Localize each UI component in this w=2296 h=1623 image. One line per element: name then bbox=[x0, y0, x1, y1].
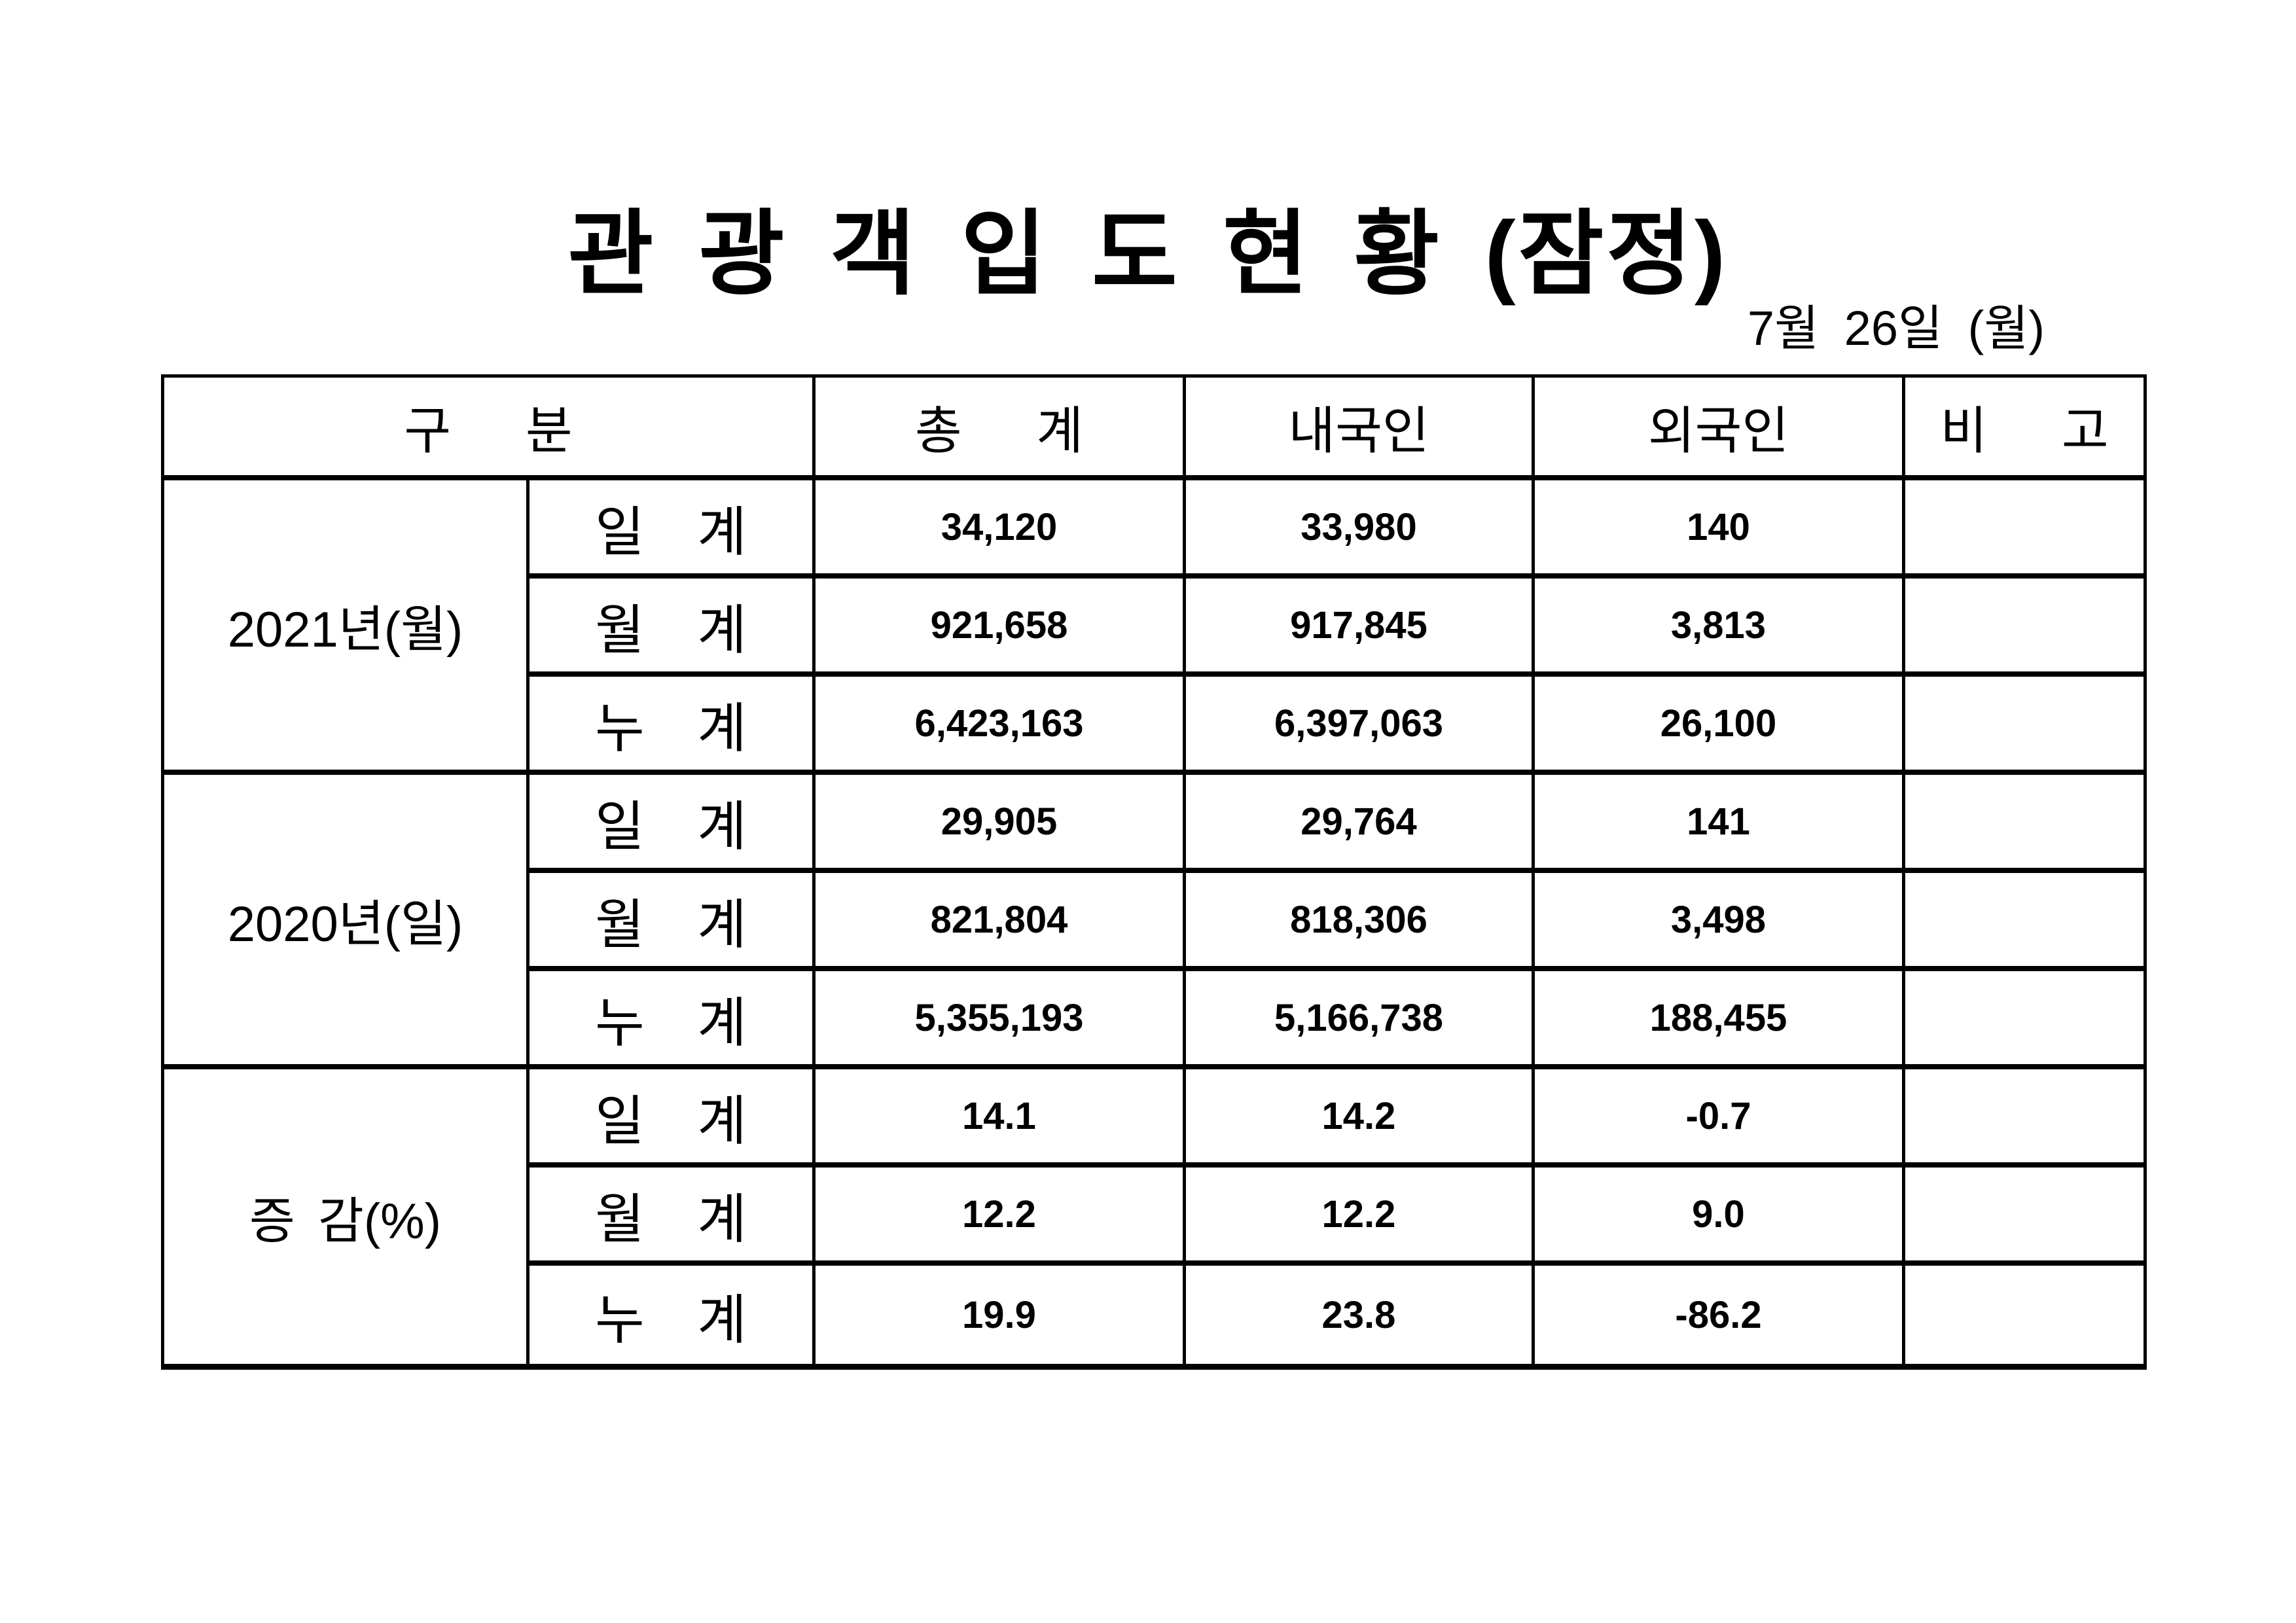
value-total: 6,423,163 bbox=[816, 677, 1186, 775]
value-foreign: -0.7 bbox=[1535, 1069, 1905, 1168]
remarks-cell bbox=[1905, 1168, 2144, 1266]
row-label: 누 계 bbox=[529, 677, 816, 775]
value-domestic: 14.2 bbox=[1186, 1069, 1535, 1168]
remarks-cell bbox=[1905, 873, 2144, 971]
value-domestic: 6,397,063 bbox=[1186, 677, 1535, 775]
header-foreign: 외국인 bbox=[1535, 378, 1905, 480]
value-foreign: 3,498 bbox=[1535, 873, 1905, 971]
row-label: 누 계 bbox=[529, 971, 816, 1069]
value-domestic: 818,306 bbox=[1186, 873, 1535, 971]
remarks-cell bbox=[1905, 1266, 2144, 1364]
value-foreign: 3,813 bbox=[1535, 579, 1905, 677]
value-foreign: 141 bbox=[1535, 775, 1905, 873]
group-label-2020: 2020년(일) bbox=[164, 775, 529, 1069]
header-domestic: 내국인 bbox=[1186, 378, 1535, 480]
group-label-change: 증 감(%) bbox=[164, 1069, 529, 1364]
value-total: 12.2 bbox=[816, 1168, 1186, 1266]
value-domestic: 23.8 bbox=[1186, 1266, 1535, 1364]
value-total: 19.9 bbox=[816, 1266, 1186, 1364]
value-domestic: 5,166,738 bbox=[1186, 971, 1535, 1069]
value-domestic: 917,845 bbox=[1186, 579, 1535, 677]
value-foreign: -86.2 bbox=[1535, 1266, 1905, 1364]
row-label: 일 계 bbox=[529, 1069, 816, 1168]
value-foreign: 26,100 bbox=[1535, 677, 1905, 775]
remarks-cell bbox=[1905, 775, 2144, 873]
value-total: 5,355,193 bbox=[816, 971, 1186, 1069]
value-domestic: 33,980 bbox=[1186, 480, 1535, 579]
header-total: 총 계 bbox=[816, 378, 1186, 480]
row-label: 일 계 bbox=[529, 480, 816, 579]
value-total: 921,658 bbox=[816, 579, 1186, 677]
value-total: 821,804 bbox=[816, 873, 1186, 971]
row-label: 월 계 bbox=[529, 1168, 816, 1266]
remarks-cell bbox=[1905, 1069, 2144, 1168]
remarks-cell bbox=[1905, 677, 2144, 775]
value-foreign: 140 bbox=[1535, 480, 1905, 579]
remarks-cell bbox=[1905, 579, 2144, 677]
value-total: 14.1 bbox=[816, 1069, 1186, 1168]
remarks-cell bbox=[1905, 480, 2144, 579]
group-label-2021: 2021년(월) bbox=[164, 480, 529, 775]
row-label: 월 계 bbox=[529, 873, 816, 971]
value-total: 29,905 bbox=[816, 775, 1186, 873]
value-total: 34,120 bbox=[816, 480, 1186, 579]
value-domestic: 29,764 bbox=[1186, 775, 1535, 873]
value-foreign: 9.0 bbox=[1535, 1168, 1905, 1266]
tourist-arrivals-table: 구 분 총 계 내국인 외국인 비 고 2021년(월) 일 계 34,120 … bbox=[161, 374, 2147, 1370]
row-label: 월 계 bbox=[529, 579, 816, 677]
page-title: 관 광 객 입 도 현 황 (잠정) bbox=[567, 202, 1729, 306]
row-label: 누 계 bbox=[529, 1266, 816, 1364]
row-label: 일 계 bbox=[529, 775, 816, 873]
remarks-cell bbox=[1905, 971, 2144, 1069]
header-category: 구 분 bbox=[164, 378, 816, 480]
value-foreign: 188,455 bbox=[1535, 971, 1905, 1069]
header-remarks: 비 고 bbox=[1905, 378, 2144, 480]
report-date: 7월 26일 (월) bbox=[1747, 301, 2045, 355]
value-domestic: 12.2 bbox=[1186, 1168, 1535, 1266]
